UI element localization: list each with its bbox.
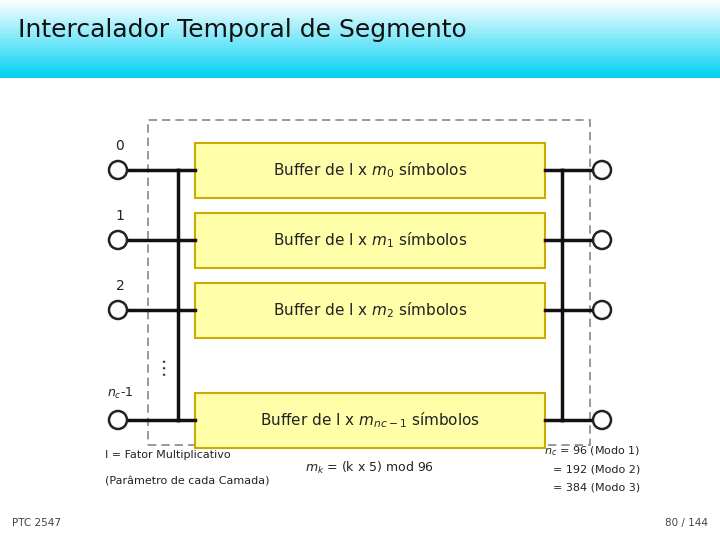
Bar [0,60,720,62]
Bar [0,38,720,39]
Bar [0,1,720,3]
FancyBboxPatch shape [195,213,545,267]
Bar [0,62,720,63]
Bar [0,26,720,28]
Bar [0,65,720,66]
Bar [0,68,720,69]
Text: = 384 (Modo 3): = 384 (Modo 3) [553,482,640,492]
Text: ⋯: ⋯ [153,355,173,375]
Bar [0,10,720,12]
Text: 1: 1 [116,209,125,223]
Bar [0,12,720,13]
Text: Buffer de I x $m_{1}$ símbolos: Buffer de I x $m_{1}$ símbolos [273,230,467,250]
Circle shape [109,301,127,319]
Bar [0,42,720,43]
Bar [0,4,720,5]
Bar [0,66,720,68]
FancyBboxPatch shape [195,282,545,338]
Circle shape [593,161,611,179]
FancyBboxPatch shape [195,393,545,448]
Circle shape [109,411,127,429]
Bar [0,28,720,29]
Text: (Parâmetro de cada Camada): (Parâmetro de cada Camada) [105,476,269,486]
Text: I = Fator Multiplicativo: I = Fator Multiplicativo [105,450,230,460]
Text: PTC 2547: PTC 2547 [12,518,61,528]
Bar [0,9,720,10]
Bar [0,51,720,52]
Bar [0,5,720,6]
Bar [0,78,720,540]
Bar [0,3,720,4]
Circle shape [109,161,127,179]
Bar [0,50,720,51]
Bar [0,75,720,76]
Bar [0,13,720,15]
Bar [0,73,720,75]
Bar [0,34,720,35]
Bar [0,37,720,38]
Bar [0,21,720,22]
Bar [0,30,720,31]
Circle shape [109,231,127,249]
Bar [0,71,720,72]
Bar [0,55,720,56]
Bar [0,32,720,34]
Bar [0,59,720,60]
Bar [0,24,720,25]
Circle shape [593,301,611,319]
Text: 2: 2 [116,279,125,293]
Bar [0,18,720,19]
Bar [0,77,720,78]
Bar [0,69,720,71]
Bar [0,64,720,65]
Bar [0,53,720,55]
Bar [0,22,720,23]
Text: Buffer de I x $m_{nc-1}$ símbolos: Buffer de I x $m_{nc-1}$ símbolos [260,410,480,430]
Bar [0,63,720,64]
Circle shape [593,411,611,429]
Bar [0,76,720,77]
Text: $n_c$-1: $n_c$-1 [107,386,133,401]
Bar [0,35,720,37]
Bar [0,57,720,59]
Bar [0,8,720,9]
FancyBboxPatch shape [195,143,545,198]
Text: Buffer de I x $m_{0}$ símbolos: Buffer de I x $m_{0}$ símbolos [273,160,467,180]
Text: $m_k$ = (k x 5) mod 96: $m_k$ = (k x 5) mod 96 [305,460,435,476]
Bar [0,40,720,42]
Bar [0,52,720,53]
Text: = 192 (Modo 2): = 192 (Modo 2) [553,465,640,475]
Bar [0,0,720,1]
Bar [0,43,720,44]
Bar [0,6,720,8]
Bar [0,29,720,30]
Bar [0,56,720,57]
Bar [0,25,720,26]
Text: Buffer de I x $m_{2}$ símbolos: Buffer de I x $m_{2}$ símbolos [273,300,467,320]
Bar [0,16,720,17]
Bar [0,39,720,40]
Bar [0,72,720,73]
Bar [0,17,720,18]
Text: 0: 0 [116,139,125,153]
Bar [0,48,720,50]
Circle shape [593,231,611,249]
Text: 80 / 144: 80 / 144 [665,518,708,528]
Bar [0,31,720,32]
Bar [0,19,720,21]
Bar [0,15,720,16]
Bar [0,44,720,46]
Bar [0,47,720,48]
Text: Intercalador Temporal de Segmento: Intercalador Temporal de Segmento [18,18,467,42]
Text: $n_c$ = 96 (Modo 1): $n_c$ = 96 (Modo 1) [544,444,640,458]
Bar [0,46,720,47]
